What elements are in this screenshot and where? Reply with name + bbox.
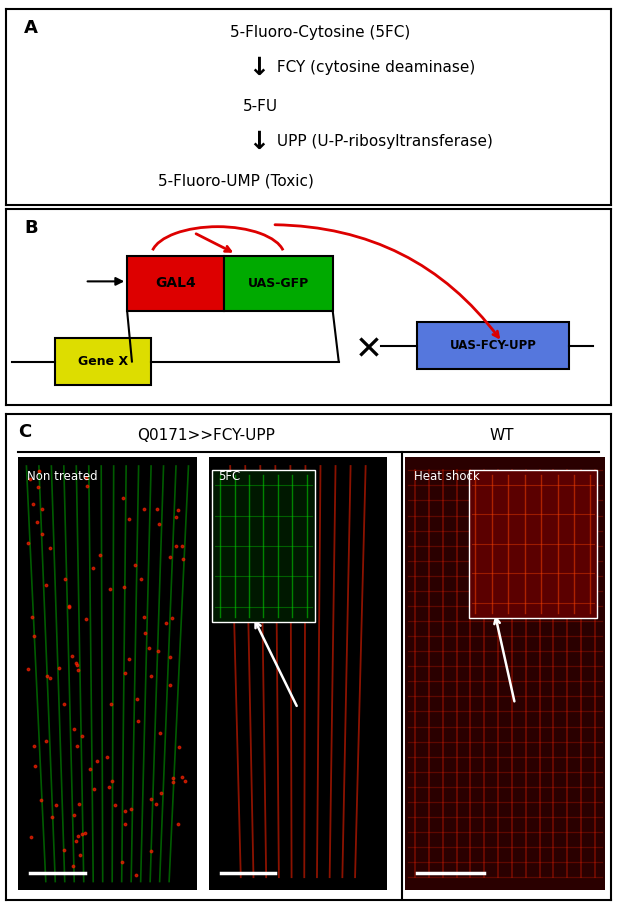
FancyBboxPatch shape [19, 457, 197, 890]
Text: Non treated: Non treated [27, 470, 98, 483]
FancyBboxPatch shape [127, 256, 224, 311]
Text: Gene X: Gene X [78, 355, 128, 368]
Text: UAS-GFP: UAS-GFP [247, 277, 309, 290]
FancyBboxPatch shape [212, 470, 315, 622]
Text: UPP (U-P-ribosyltransferase): UPP (U-P-ribosyltransferase) [272, 135, 493, 149]
Text: 5-Fluoro-Cytosine (5FC): 5-Fluoro-Cytosine (5FC) [231, 25, 411, 40]
Text: 5-Fluoro-UMP (Toxic): 5-Fluoro-UMP (Toxic) [158, 174, 314, 188]
Text: UAS-FCY-UPP: UAS-FCY-UPP [449, 339, 536, 353]
Text: WT: WT [490, 428, 514, 444]
Text: 5FC: 5FC [218, 470, 240, 483]
FancyBboxPatch shape [209, 457, 387, 890]
FancyBboxPatch shape [224, 256, 333, 311]
FancyBboxPatch shape [405, 457, 605, 890]
FancyBboxPatch shape [405, 457, 605, 890]
Text: GAL4: GAL4 [155, 276, 196, 290]
Text: ↓: ↓ [248, 55, 269, 80]
Text: ✕: ✕ [355, 334, 383, 366]
Text: Heat shock: Heat shock [415, 470, 480, 483]
FancyBboxPatch shape [54, 338, 151, 385]
Text: B: B [24, 219, 38, 237]
FancyBboxPatch shape [417, 323, 568, 369]
Text: 5-FU: 5-FU [242, 99, 278, 115]
Text: A: A [24, 19, 38, 37]
Text: Q0171>>FCY-UPP: Q0171>>FCY-UPP [137, 428, 275, 444]
Text: FCY (cytosine deaminase): FCY (cytosine deaminase) [272, 60, 476, 75]
Text: C: C [19, 424, 31, 442]
FancyBboxPatch shape [469, 470, 597, 617]
Text: ↓: ↓ [248, 130, 269, 154]
